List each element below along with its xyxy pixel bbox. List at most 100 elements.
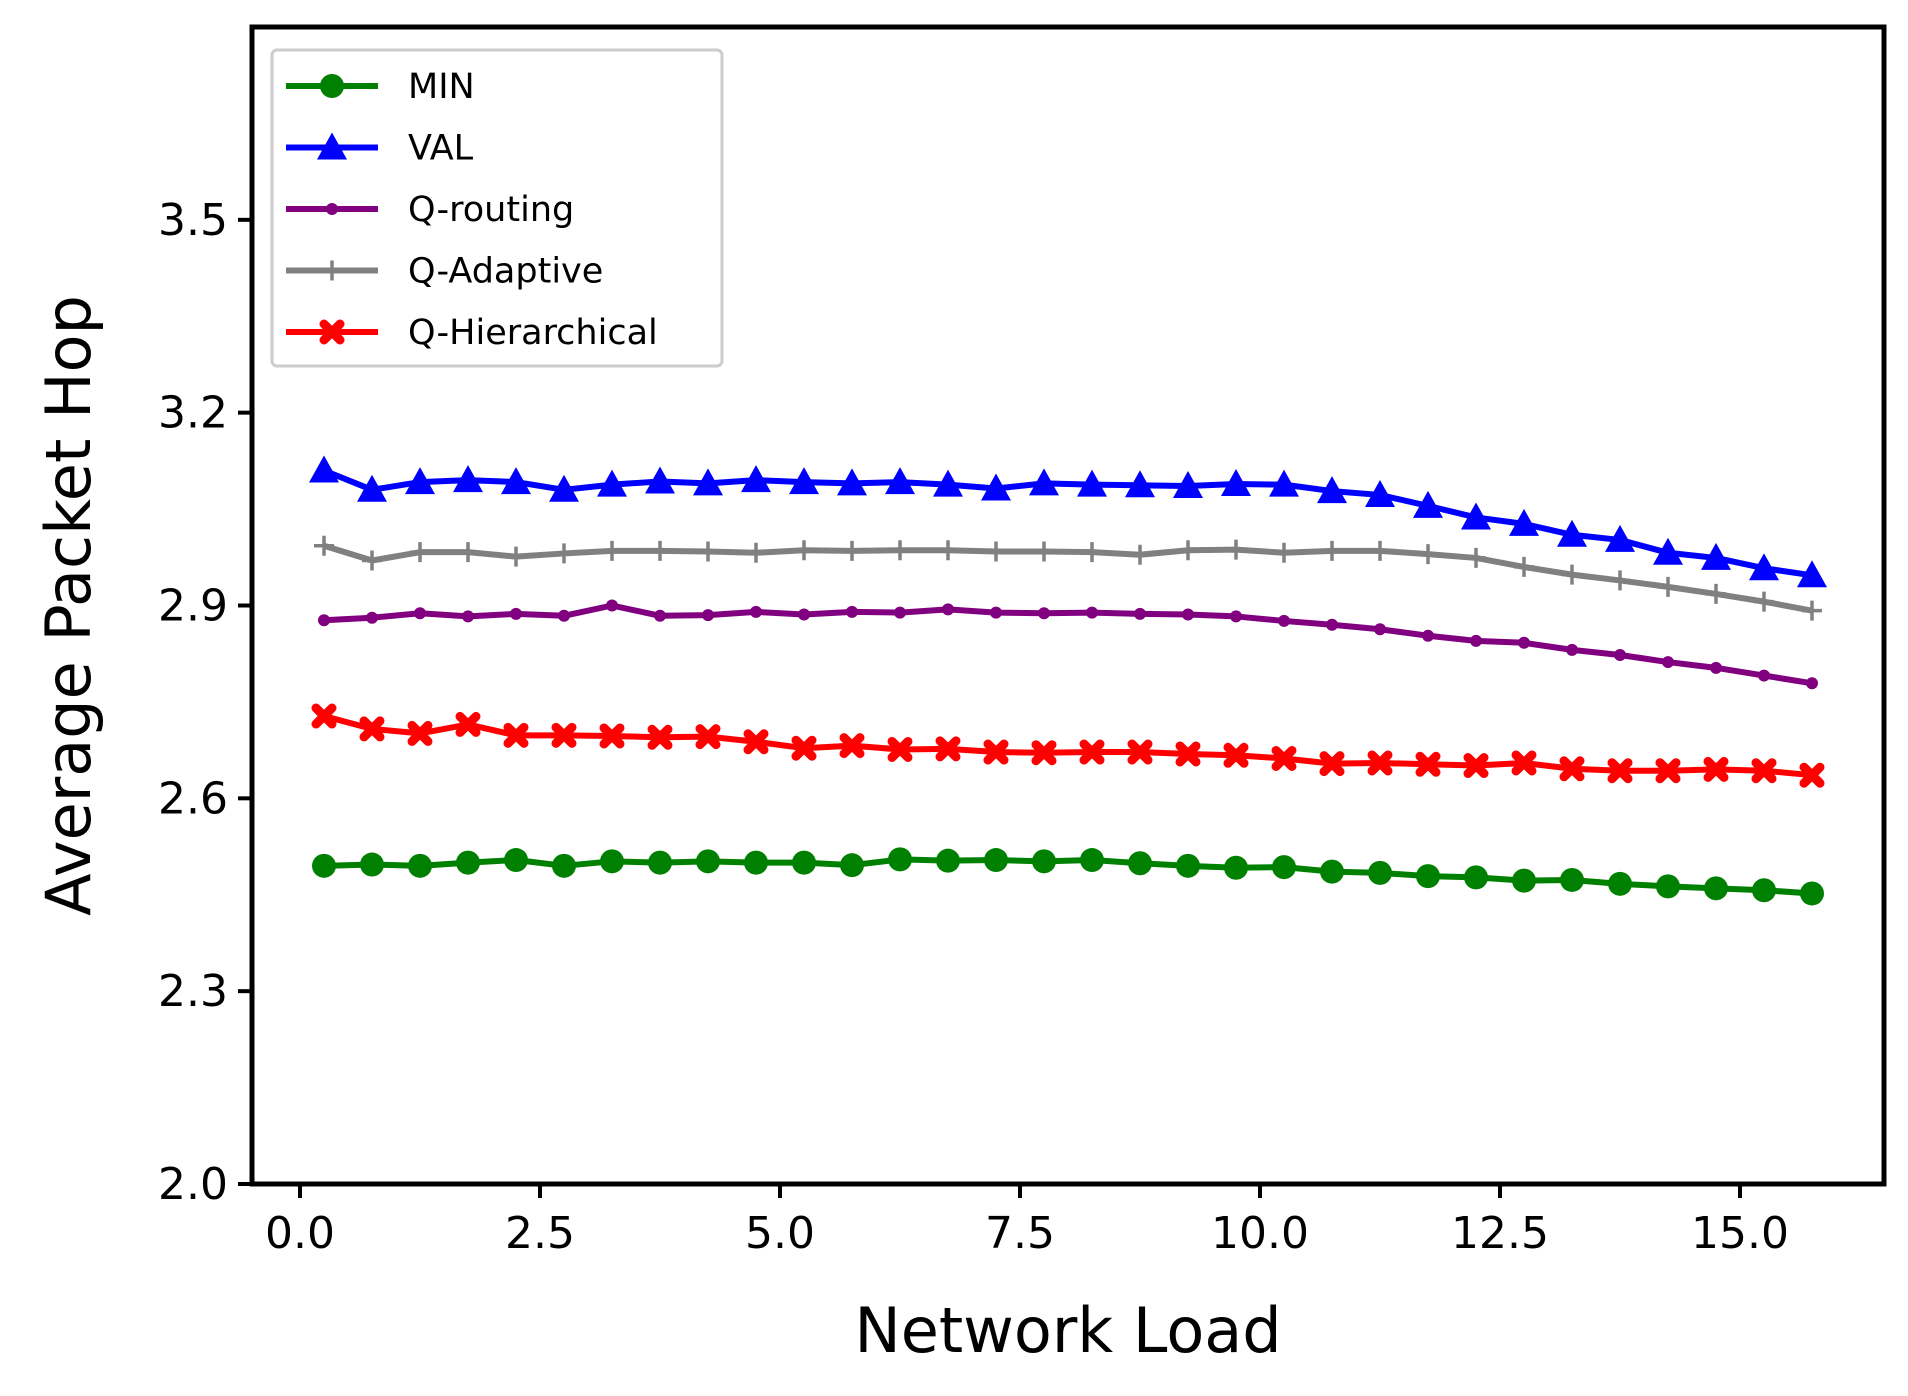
- data-point: [414, 607, 426, 620]
- data-point: [1518, 636, 1530, 649]
- plot-marks: [309, 455, 1827, 906]
- data-point: [647, 724, 673, 750]
- data-point: [1509, 508, 1539, 536]
- y-tick-label: 2.3: [158, 966, 228, 1017]
- data-point: [1559, 756, 1585, 782]
- data-point: [549, 474, 579, 502]
- data-point: [1038, 607, 1050, 620]
- data-point: [1278, 614, 1290, 627]
- data-point: [1751, 758, 1777, 784]
- data-point: [1029, 468, 1059, 496]
- data-point: [359, 716, 385, 742]
- x-tick-label: 5.0: [745, 1208, 815, 1259]
- data-point: [318, 614, 330, 627]
- legend-item: MIN: [286, 67, 475, 107]
- series-q-routing: [318, 599, 1818, 690]
- data-point: [1511, 750, 1537, 776]
- data-point: [558, 609, 570, 622]
- series-q-adaptive: [314, 535, 1822, 621]
- data-point: [456, 850, 480, 875]
- data-point: [750, 605, 762, 618]
- data-point: [798, 608, 810, 621]
- legend-box: [270, 48, 724, 368]
- data-point: [1274, 542, 1294, 563]
- series-val: [309, 455, 1827, 588]
- data-point: [1802, 600, 1822, 621]
- data-point: [405, 467, 435, 495]
- data-point: [1317, 476, 1347, 504]
- y-tick-label: 2.9: [158, 581, 228, 632]
- legend-label: Q-Hierarchical: [408, 313, 658, 353]
- data-point: [1703, 756, 1729, 782]
- series-line: [323, 602, 1813, 687]
- data-point: [1221, 469, 1251, 497]
- y-tick-label: 2.0: [158, 1159, 228, 1210]
- data-point: [1464, 865, 1488, 890]
- data-point: [597, 469, 627, 497]
- data-point: [1470, 634, 1482, 647]
- data-point: [650, 540, 670, 561]
- data-point: [885, 467, 915, 495]
- data-point: [1754, 591, 1774, 612]
- data-point: [501, 467, 531, 495]
- legend-label: Q-routing: [408, 190, 574, 230]
- data-point: [360, 852, 384, 877]
- data-point: [1605, 524, 1635, 552]
- data-point: [1512, 868, 1536, 893]
- data-point: [1134, 607, 1146, 620]
- data-point: [654, 609, 666, 622]
- legend-item: Q-Hierarchical: [286, 313, 658, 353]
- data-point: [1710, 661, 1722, 674]
- data-point: [794, 540, 814, 561]
- data-point: [1125, 470, 1155, 498]
- data-point: [1086, 606, 1098, 619]
- x-tick-label: 0.0: [265, 1208, 335, 1259]
- legend-item: Q-routing: [286, 190, 574, 230]
- data-point: [322, 260, 342, 281]
- data-point: [1031, 740, 1057, 766]
- data-point: [1653, 537, 1683, 565]
- data-point: [1224, 855, 1248, 880]
- data-point: [1607, 758, 1633, 784]
- legend: MIN VAL Q-routing Q-Adaptive Q-Hierarchical: [270, 48, 724, 368]
- data-point: [314, 535, 334, 556]
- data-point: [698, 541, 718, 562]
- data-point: [453, 465, 483, 493]
- data-point: [1704, 876, 1728, 901]
- data-point: [942, 603, 954, 616]
- data-point: [746, 542, 766, 563]
- data-point: [888, 847, 912, 872]
- axis-ticks: 0.0 2.5 5.0 7.5 10.0 12.5 15.0 2.0 2.3 2.6 2.9 3.2 3…: [158, 195, 1789, 1259]
- data-point: [311, 703, 337, 729]
- data-point: [1701, 542, 1731, 570]
- data-point: [1226, 539, 1246, 560]
- data-point: [1413, 490, 1443, 518]
- data-point: [1079, 739, 1105, 765]
- data-point: [1269, 469, 1299, 497]
- x-axis-label: Network Load: [854, 1294, 1281, 1367]
- x-tick-label: 10.0: [1211, 1208, 1309, 1259]
- data-point: [606, 599, 618, 612]
- data-point: [320, 74, 344, 98]
- data-point: [743, 729, 769, 755]
- data-point: [1128, 851, 1152, 876]
- data-point: [1466, 547, 1486, 568]
- data-point: [1173, 470, 1203, 498]
- data-point: [1182, 608, 1194, 621]
- data-point: [1422, 629, 1434, 642]
- y-tick-label: 3.2: [158, 388, 228, 439]
- data-point: [1416, 864, 1440, 889]
- data-point: [1800, 881, 1824, 906]
- data-point: [366, 611, 378, 624]
- data-point: [1032, 849, 1056, 874]
- data-point: [554, 543, 574, 564]
- data-point: [1326, 618, 1338, 631]
- data-point: [599, 723, 625, 749]
- data-point: [792, 850, 816, 875]
- data-point: [1752, 878, 1776, 903]
- data-point: [319, 319, 345, 345]
- data-point: [648, 850, 672, 875]
- x-tick-label: 15.0: [1691, 1208, 1789, 1259]
- data-point: [1799, 762, 1825, 788]
